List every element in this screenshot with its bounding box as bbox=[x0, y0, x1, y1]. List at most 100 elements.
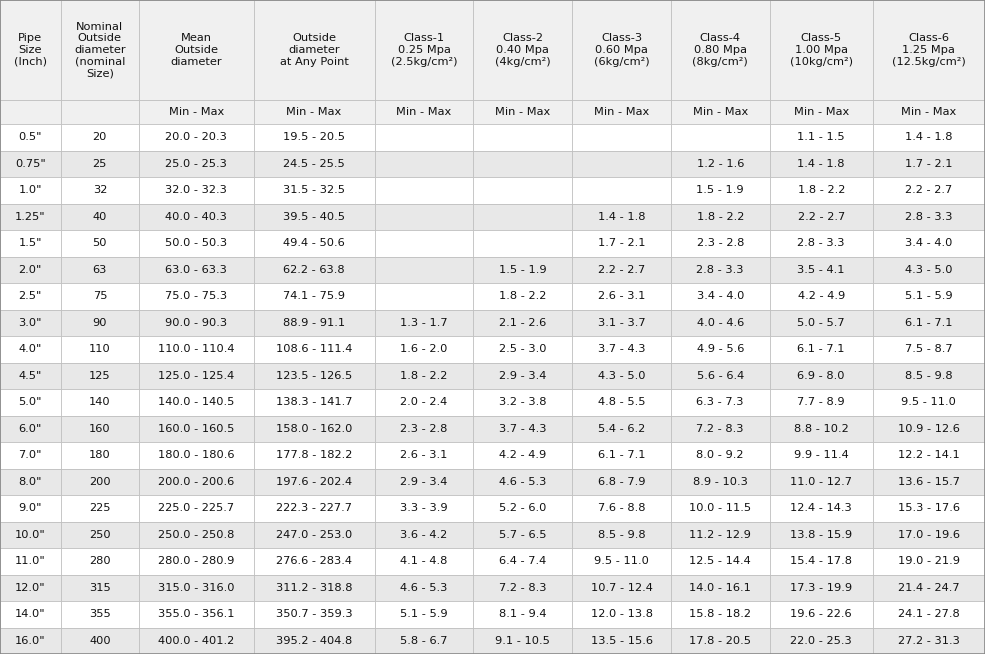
Text: 6.1 - 7.1: 6.1 - 7.1 bbox=[905, 318, 952, 328]
Bar bbox=[61, 177, 139, 203]
Text: 10.7 - 12.4: 10.7 - 12.4 bbox=[591, 583, 652, 593]
Bar bbox=[769, 124, 873, 150]
Text: 7.0": 7.0" bbox=[19, 450, 42, 460]
Bar bbox=[671, 548, 769, 574]
Text: 4.3 - 5.0: 4.3 - 5.0 bbox=[598, 371, 645, 381]
Bar bbox=[61, 548, 139, 574]
Text: 222.3 - 227.7: 222.3 - 227.7 bbox=[276, 503, 352, 513]
Text: 108.6 - 111.4: 108.6 - 111.4 bbox=[276, 344, 353, 354]
Text: 9.5 - 11.0: 9.5 - 11.0 bbox=[594, 557, 649, 566]
Bar bbox=[474, 336, 572, 362]
Bar bbox=[769, 601, 873, 627]
Bar bbox=[253, 574, 374, 601]
Bar bbox=[139, 362, 253, 389]
Bar bbox=[0, 336, 61, 362]
Bar bbox=[139, 100, 253, 124]
Bar bbox=[253, 627, 374, 654]
Bar bbox=[139, 495, 253, 521]
Text: 11.0 - 12.7: 11.0 - 12.7 bbox=[790, 477, 852, 487]
Text: 250.0 - 250.8: 250.0 - 250.8 bbox=[159, 530, 234, 540]
Bar bbox=[139, 468, 253, 495]
Text: 1.1 - 1.5: 1.1 - 1.5 bbox=[798, 132, 845, 143]
Text: 250: 250 bbox=[89, 530, 110, 540]
Bar bbox=[374, 442, 474, 468]
Bar bbox=[253, 601, 374, 627]
Bar bbox=[873, 283, 985, 309]
Text: 9.0": 9.0" bbox=[19, 503, 42, 513]
Text: 12.0 - 13.8: 12.0 - 13.8 bbox=[591, 610, 652, 619]
Text: 8.0": 8.0" bbox=[19, 477, 42, 487]
Text: 140.0 - 140.5: 140.0 - 140.5 bbox=[159, 397, 234, 407]
Text: 1.4 - 1.8: 1.4 - 1.8 bbox=[905, 132, 952, 143]
Bar bbox=[873, 309, 985, 336]
Bar bbox=[572, 601, 671, 627]
Bar bbox=[474, 230, 572, 256]
Text: 4.1 - 4.8: 4.1 - 4.8 bbox=[400, 557, 448, 566]
Text: 5.7 - 6.5: 5.7 - 6.5 bbox=[499, 530, 547, 540]
Bar bbox=[873, 336, 985, 362]
Text: 31.5 - 32.5: 31.5 - 32.5 bbox=[283, 185, 345, 196]
Text: 12.0": 12.0" bbox=[15, 583, 45, 593]
Text: 4.6 - 5.3: 4.6 - 5.3 bbox=[400, 583, 448, 593]
Text: 20: 20 bbox=[93, 132, 107, 143]
Bar bbox=[61, 362, 139, 389]
Text: 6.3 - 7.3: 6.3 - 7.3 bbox=[696, 397, 744, 407]
Text: 5.0": 5.0" bbox=[19, 397, 42, 407]
Text: 1.8 - 2.2: 1.8 - 2.2 bbox=[696, 212, 744, 222]
Text: 3.2 - 3.8: 3.2 - 3.8 bbox=[499, 397, 547, 407]
Bar bbox=[139, 283, 253, 309]
Bar bbox=[253, 442, 374, 468]
Bar bbox=[572, 495, 671, 521]
Text: 7.2 - 8.3: 7.2 - 8.3 bbox=[696, 424, 744, 434]
Text: 27.2 - 31.3: 27.2 - 31.3 bbox=[898, 636, 959, 645]
Bar bbox=[769, 521, 873, 548]
Text: Class-6
1.25 Mpa
(12.5kg/cm²): Class-6 1.25 Mpa (12.5kg/cm²) bbox=[892, 33, 965, 67]
Text: 2.9 - 3.4: 2.9 - 3.4 bbox=[400, 477, 448, 487]
Text: 50.0 - 50.3: 50.0 - 50.3 bbox=[165, 238, 228, 249]
Text: 5.6 - 6.4: 5.6 - 6.4 bbox=[696, 371, 744, 381]
Bar bbox=[61, 230, 139, 256]
Bar bbox=[61, 100, 139, 124]
Text: 315.0 - 316.0: 315.0 - 316.0 bbox=[158, 583, 234, 593]
Text: 2.2 - 2.7: 2.2 - 2.7 bbox=[798, 212, 845, 222]
Text: 2.0": 2.0" bbox=[19, 265, 42, 275]
Bar bbox=[873, 362, 985, 389]
Text: 200: 200 bbox=[89, 477, 110, 487]
Bar bbox=[572, 389, 671, 415]
Text: 7.5 - 8.7: 7.5 - 8.7 bbox=[905, 344, 952, 354]
Bar bbox=[0, 521, 61, 548]
Text: 1.7 - 2.1: 1.7 - 2.1 bbox=[598, 238, 645, 249]
Bar bbox=[139, 0, 253, 100]
Bar bbox=[0, 100, 61, 124]
Text: Class-5
1.00 Mpa
(10kg/cm²): Class-5 1.00 Mpa (10kg/cm²) bbox=[790, 33, 853, 67]
Text: 24.1 - 27.8: 24.1 - 27.8 bbox=[898, 610, 959, 619]
Text: 1.0": 1.0" bbox=[19, 185, 42, 196]
Bar bbox=[374, 283, 474, 309]
Text: Min - Max: Min - Max bbox=[594, 107, 649, 117]
Text: 7.6 - 8.8: 7.6 - 8.8 bbox=[598, 503, 645, 513]
Bar bbox=[769, 574, 873, 601]
Text: 0.5": 0.5" bbox=[19, 132, 42, 143]
Bar bbox=[0, 150, 61, 177]
Bar bbox=[572, 548, 671, 574]
Bar bbox=[253, 256, 374, 283]
Bar bbox=[253, 495, 374, 521]
Bar bbox=[671, 283, 769, 309]
Text: 138.3 - 141.7: 138.3 - 141.7 bbox=[276, 397, 353, 407]
Text: Min - Max: Min - Max bbox=[396, 107, 452, 117]
Bar bbox=[572, 203, 671, 230]
Text: 2.1 - 2.6: 2.1 - 2.6 bbox=[499, 318, 547, 328]
Text: 1.7 - 2.1: 1.7 - 2.1 bbox=[905, 159, 952, 169]
Text: 22.0 - 25.3: 22.0 - 25.3 bbox=[790, 636, 852, 645]
Bar bbox=[671, 336, 769, 362]
Text: 8.9 - 10.3: 8.9 - 10.3 bbox=[692, 477, 748, 487]
Bar bbox=[61, 574, 139, 601]
Bar bbox=[253, 362, 374, 389]
Text: 8.1 - 9.4: 8.1 - 9.4 bbox=[499, 610, 547, 619]
Text: 1.8 - 2.2: 1.8 - 2.2 bbox=[400, 371, 448, 381]
Bar bbox=[61, 601, 139, 627]
Text: Min - Max: Min - Max bbox=[495, 107, 551, 117]
Text: 2.2 - 2.7: 2.2 - 2.7 bbox=[598, 265, 645, 275]
Bar bbox=[374, 574, 474, 601]
Text: 7.2 - 8.3: 7.2 - 8.3 bbox=[499, 583, 547, 593]
